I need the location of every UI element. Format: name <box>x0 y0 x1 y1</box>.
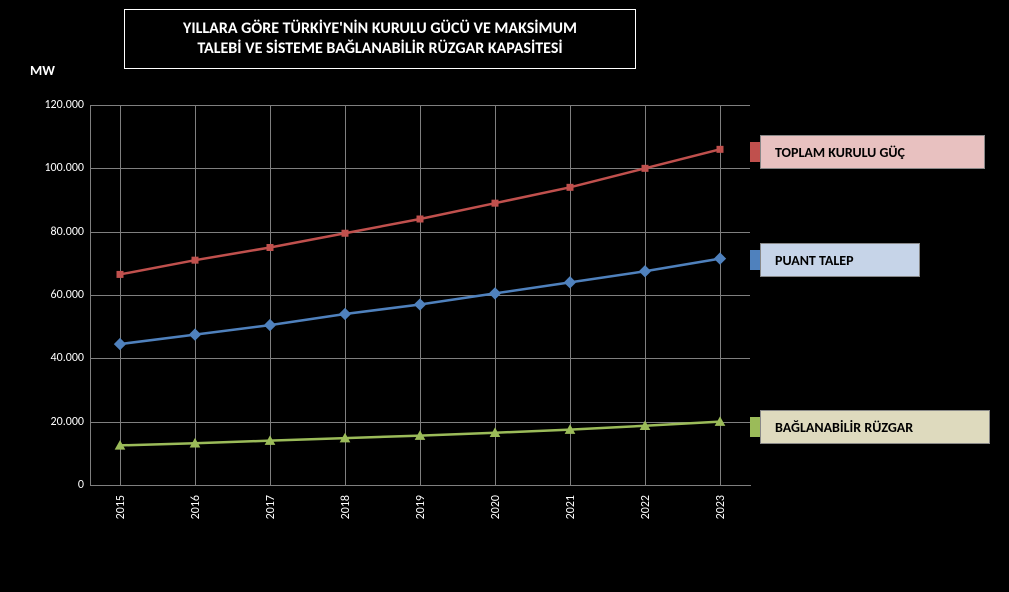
series-marker <box>489 287 501 299</box>
series-marker <box>417 216 424 223</box>
x-tick-label: 2021 <box>564 495 578 519</box>
series-marker <box>567 184 574 191</box>
legend-connector <box>750 417 760 437</box>
series-marker <box>717 146 724 153</box>
x-tick-label: 2022 <box>639 495 653 519</box>
series-marker <box>267 244 274 251</box>
x-tick-label: 2019 <box>414 495 428 519</box>
series-marker <box>117 271 124 278</box>
y-tick-label: 100.000 <box>4 161 84 175</box>
y-axis-label: MW <box>30 62 55 79</box>
legend-connector <box>750 250 760 270</box>
series-marker <box>339 308 351 320</box>
series-marker <box>642 165 649 172</box>
series-marker <box>564 276 576 288</box>
series-marker <box>714 252 726 264</box>
y-tick-label: 0 <box>4 478 84 492</box>
series-marker <box>414 298 426 310</box>
series-line <box>120 149 720 274</box>
legend-item: TOPLAM KURULU GÜÇ <box>760 135 985 169</box>
legend-item: BAĞLANABİLİR RÜZGAR <box>760 410 990 444</box>
x-tick-label: 2017 <box>264 495 278 519</box>
chart-container: YILLARA GÖRE TÜRKİYE'NİN KURULU GÜCÜ VE … <box>0 0 1009 592</box>
x-tick-label: 2020 <box>489 495 503 519</box>
series-marker <box>189 328 201 340</box>
series-marker <box>342 230 349 237</box>
title-line2: TALEBİ VE SİSTEME BAĞLANABİLİR RÜZGAR KA… <box>136 39 624 59</box>
series-marker <box>492 200 499 207</box>
y-tick-label: 60.000 <box>4 288 84 302</box>
x-tick-label: 2018 <box>339 495 353 519</box>
x-tick-label: 2016 <box>189 495 203 519</box>
series-marker <box>114 338 126 350</box>
series-marker <box>639 265 651 277</box>
title-line1: YILLARA GÖRE TÜRKİYE'NİN KURULU GÜCÜ VE … <box>136 19 624 39</box>
y-tick-label: 80.000 <box>4 225 84 239</box>
chart-svg <box>90 105 750 485</box>
chart-title: YILLARA GÖRE TÜRKİYE'NİN KURULU GÜCÜ VE … <box>125 10 635 68</box>
x-tick-label: 2023 <box>714 495 728 519</box>
y-tick-label: 120.000 <box>4 98 84 112</box>
series-marker <box>264 319 276 331</box>
y-tick-label: 20.000 <box>4 415 84 429</box>
legend-item: PUANT TALEP <box>760 243 920 277</box>
y-tick-label: 40.000 <box>4 351 84 365</box>
series-marker <box>192 257 199 264</box>
legend-connector <box>750 142 760 162</box>
x-tick-label: 2015 <box>114 495 128 519</box>
